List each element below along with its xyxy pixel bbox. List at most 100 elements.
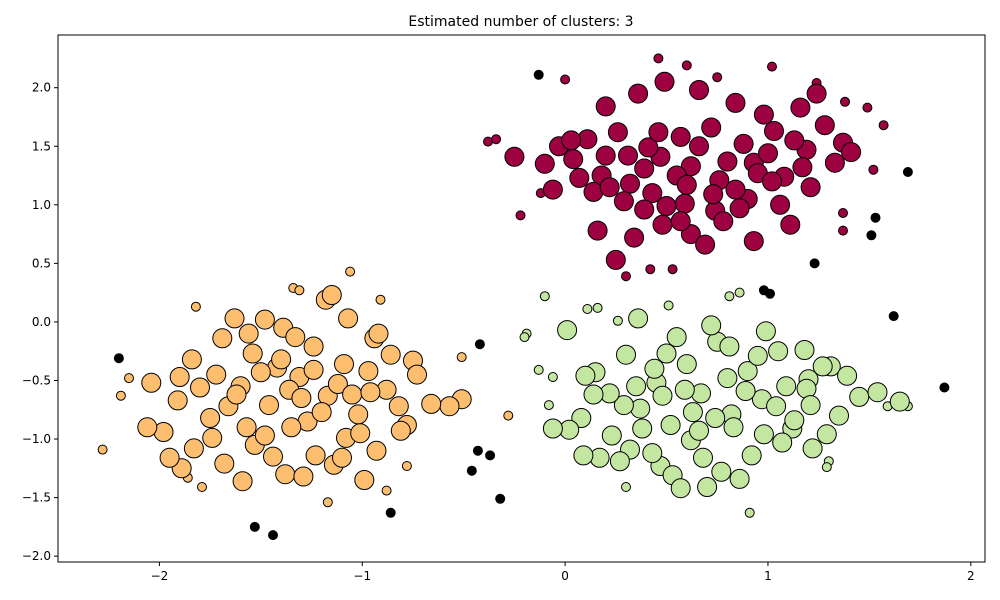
- cluster-3-core-point: [705, 408, 726, 428]
- cluster-1-core-point: [628, 83, 649, 104]
- cluster-2-core-point: [169, 367, 190, 387]
- y-tick-label: 0.5: [32, 256, 51, 270]
- cluster-1-core-point: [689, 80, 709, 100]
- cluster-2-core-point: [181, 349, 202, 370]
- cluster-3-edge-point: [821, 462, 832, 473]
- y-tick-label: 1.0: [32, 198, 51, 212]
- cluster-1-core-point: [670, 126, 691, 147]
- cluster-3-core-point: [768, 341, 789, 362]
- cluster-3-core-point: [829, 405, 849, 426]
- cluster-2-core-point: [238, 323, 259, 344]
- cluster-2-core-point: [334, 354, 354, 375]
- noise-point: [472, 445, 483, 456]
- noise-point: [902, 167, 913, 177]
- cluster-3-core-point: [747, 345, 768, 366]
- x-tick-label: −1: [353, 569, 371, 583]
- cluster-3-core-point: [719, 336, 740, 357]
- cluster-1-core-point: [729, 198, 750, 219]
- cluster-1-edge-point: [712, 72, 723, 83]
- cluster-1-core-point: [790, 97, 811, 118]
- cluster-1-core-point: [725, 179, 746, 200]
- cluster-3-edge-point: [547, 372, 558, 382]
- cluster-3-core-point: [642, 443, 663, 464]
- cluster-2-core-point: [285, 327, 306, 348]
- cluster-3-core-point: [784, 410, 805, 431]
- cluster-1-edge-point: [645, 264, 656, 275]
- y-tick-label: 0.0: [32, 315, 51, 329]
- cluster-1-core-point: [713, 211, 734, 232]
- cluster-1-edge-point: [878, 120, 889, 131]
- cluster-1-core-point: [800, 177, 821, 198]
- cluster-3-core-point: [849, 386, 870, 407]
- cluster-2-core-point: [226, 384, 247, 405]
- noise-point: [765, 288, 775, 299]
- cluster-1-core-point: [762, 171, 782, 192]
- cluster-3-core-point: [693, 447, 713, 468]
- cluster-3-edge-point: [539, 291, 550, 302]
- chart-title: Estimated number of clusters: 3: [408, 14, 633, 30]
- noise-point: [474, 339, 485, 350]
- cluster-1-core-point: [814, 115, 835, 136]
- cluster-3-core-point: [697, 477, 718, 497]
- cluster-3-core-point: [676, 354, 697, 375]
- y-tick-label: −1.0: [22, 432, 51, 446]
- cluster-2-core-point: [242, 343, 263, 364]
- cluster-2-core-point: [271, 349, 292, 370]
- cluster-3-core-point: [670, 478, 691, 499]
- cluster-3-core-point: [796, 378, 817, 399]
- cluster-1-core-point: [806, 83, 827, 104]
- cluster-2-core-point: [232, 471, 253, 492]
- cluster-1-edge-point: [515, 210, 526, 221]
- cluster-1-core-point: [618, 145, 638, 166]
- cluster-3-edge-point: [543, 400, 554, 411]
- x-tick-label: −2: [151, 569, 169, 583]
- cluster-3-core-point: [630, 398, 651, 419]
- cluster-1-edge-point: [868, 164, 879, 175]
- cluster-3-core-point: [737, 361, 758, 382]
- cluster-1-core-point: [792, 157, 813, 178]
- cluster-3-edge-point: [612, 315, 623, 326]
- cluster-3-core-point: [837, 365, 858, 386]
- cluster-3-core-point: [626, 376, 647, 397]
- cluster-2-edge-point: [381, 485, 392, 496]
- cluster-2-core-point: [159, 447, 180, 468]
- cluster-2-core-point: [342, 384, 363, 405]
- cluster-1-edge-point: [840, 96, 850, 107]
- cluster-1-core-point: [607, 122, 628, 143]
- plot-frame: [57, 34, 986, 563]
- cluster-3-core-point: [800, 395, 821, 416]
- cluster-1-core-point: [674, 193, 695, 214]
- cluster-1-core-point: [695, 234, 716, 255]
- cluster-3-edge-point: [734, 287, 745, 298]
- noise-point: [495, 493, 506, 504]
- cluster-3-core-point: [723, 417, 744, 438]
- cluster-2-core-point: [303, 336, 324, 357]
- x-axis: −2 −1 0 1 2: [151, 562, 975, 583]
- noise-point: [888, 311, 899, 322]
- cluster-1-edge-point: [862, 102, 873, 113]
- cluster-3-core-point: [889, 391, 910, 412]
- cluster-2-core-point: [212, 328, 233, 349]
- cluster-1-core-point: [764, 121, 784, 141]
- cluster-1-core-point: [703, 184, 724, 205]
- cluster-3-core-point: [613, 395, 634, 416]
- cluster-1-core-point: [634, 199, 655, 220]
- cluster-2-core-point: [259, 395, 279, 416]
- cluster-2-core-point: [350, 423, 371, 444]
- cluster-1-core-point: [717, 151, 738, 172]
- cluster-1-core-point: [758, 143, 778, 164]
- cluster-3-core-point: [816, 424, 837, 445]
- cluster-2-edge-point: [322, 497, 333, 508]
- cluster-2-core-point: [202, 427, 223, 448]
- cluster-3-core-point: [689, 420, 709, 441]
- cluster-3-core-point: [628, 308, 649, 329]
- cluster-3-core-point: [741, 445, 762, 466]
- cluster-1-core-point: [743, 231, 764, 252]
- cluster-1-core-point: [569, 167, 590, 188]
- cluster-2-core-point: [183, 438, 204, 459]
- cluster-3-core-point: [616, 344, 636, 365]
- cluster-1-core-point: [725, 92, 746, 113]
- cluster-2-core-point: [354, 470, 375, 490]
